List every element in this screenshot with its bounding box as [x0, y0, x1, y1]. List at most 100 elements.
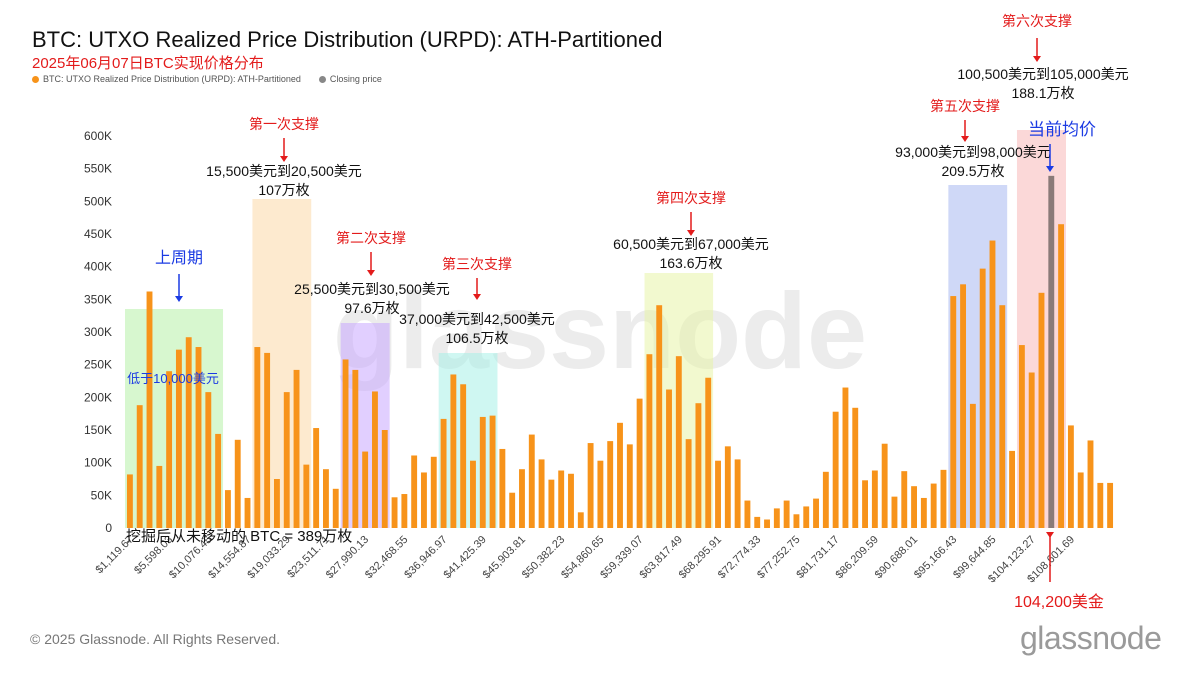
bar[interactable] — [1009, 450, 1016, 528]
bar[interactable] — [528, 434, 535, 528]
bar[interactable] — [519, 469, 525, 528]
bar[interactable] — [362, 451, 369, 528]
bar[interactable] — [1087, 440, 1094, 528]
bar[interactable] — [862, 480, 868, 528]
bar[interactable] — [1107, 482, 1114, 528]
bar[interactable] — [244, 497, 251, 528]
bar[interactable] — [215, 433, 222, 528]
bar[interactable] — [734, 459, 741, 528]
bar[interactable] — [450, 374, 457, 528]
bar[interactable] — [254, 347, 261, 528]
bar[interactable] — [969, 403, 976, 528]
bar[interactable] — [264, 352, 271, 528]
bar[interactable] — [666, 389, 672, 528]
bar[interactable] — [479, 416, 486, 528]
bar[interactable] — [764, 519, 770, 528]
bar[interactable] — [470, 460, 476, 528]
bar[interactable] — [538, 459, 545, 528]
bar[interactable] — [568, 473, 574, 528]
bar[interactable] — [656, 305, 663, 528]
bar[interactable] — [930, 483, 937, 528]
bar[interactable] — [283, 392, 290, 528]
bar[interactable] — [332, 488, 339, 528]
legend-item-closing-price[interactable]: Closing price — [318, 74, 382, 84]
bar[interactable] — [822, 471, 829, 528]
bar[interactable] — [960, 284, 967, 528]
bar[interactable] — [1028, 372, 1035, 528]
bar[interactable] — [234, 439, 241, 528]
bar[interactable] — [1018, 345, 1025, 528]
bar[interactable] — [1097, 482, 1104, 528]
bar[interactable] — [372, 391, 378, 528]
bar[interactable] — [303, 464, 310, 528]
bar[interactable] — [803, 506, 810, 528]
bar[interactable] — [313, 428, 320, 528]
bar[interactable] — [695, 403, 702, 528]
bar[interactable] — [509, 492, 516, 528]
bar[interactable] — [852, 407, 859, 528]
bar[interactable] — [783, 500, 790, 528]
bar[interactable] — [891, 496, 898, 528]
bar[interactable] — [146, 291, 153, 528]
bar[interactable] — [352, 369, 359, 528]
bar[interactable] — [489, 415, 496, 528]
bar[interactable] — [950, 296, 957, 528]
bar[interactable] — [842, 387, 849, 528]
bar[interactable] — [205, 392, 212, 528]
bar[interactable] — [881, 443, 888, 528]
bar[interactable] — [1058, 224, 1065, 528]
bar[interactable] — [675, 356, 682, 528]
bar[interactable] — [1067, 425, 1074, 528]
bar[interactable] — [705, 377, 712, 528]
bar[interactable] — [646, 354, 653, 528]
bar[interactable] — [607, 441, 614, 528]
bar[interactable] — [401, 494, 408, 528]
bar[interactable] — [136, 405, 143, 528]
bar[interactable] — [1038, 292, 1045, 528]
bar[interactable] — [979, 268, 986, 528]
bar[interactable] — [715, 460, 721, 528]
bar[interactable] — [832, 411, 839, 528]
bar[interactable] — [460, 384, 467, 528]
legend-item-urpd[interactable]: BTC: UTXO Realized Price Distribution (U… — [32, 74, 301, 84]
bar[interactable] — [558, 470, 565, 528]
bar[interactable] — [421, 472, 427, 528]
bar[interactable] — [175, 349, 182, 528]
bar[interactable] — [577, 512, 584, 528]
bar[interactable] — [323, 469, 329, 528]
bar[interactable] — [273, 479, 280, 528]
bar[interactable] — [1077, 472, 1084, 528]
bar[interactable] — [430, 456, 437, 528]
bar[interactable] — [440, 418, 447, 528]
bar[interactable] — [685, 439, 692, 528]
bar[interactable] — [754, 516, 761, 528]
bar[interactable] — [156, 465, 163, 528]
bar[interactable] — [920, 497, 927, 528]
bar[interactable] — [793, 514, 800, 528]
bar[interactable] — [744, 500, 751, 528]
bar[interactable] — [989, 240, 996, 529]
bar[interactable] — [166, 371, 173, 528]
bar[interactable] — [773, 508, 780, 528]
bar[interactable] — [911, 486, 917, 528]
bar[interactable] — [185, 337, 192, 528]
bar[interactable] — [901, 471, 908, 528]
bar[interactable] — [871, 470, 878, 528]
bar[interactable] — [224, 490, 231, 528]
bar[interactable] — [126, 474, 133, 528]
bar[interactable] — [724, 446, 731, 528]
bar[interactable] — [636, 398, 643, 528]
bar[interactable] — [626, 444, 633, 528]
bar[interactable] — [293, 369, 300, 528]
closing-price-bar[interactable] — [1048, 175, 1055, 528]
bar[interactable] — [940, 469, 947, 528]
bar[interactable] — [391, 497, 398, 528]
bar[interactable] — [587, 443, 594, 528]
bar[interactable] — [548, 479, 555, 528]
bar[interactable] — [381, 430, 388, 528]
bar[interactable] — [195, 347, 202, 528]
bar[interactable] — [999, 305, 1006, 528]
bar[interactable] — [342, 359, 349, 528]
bar[interactable] — [617, 422, 623, 528]
bar[interactable] — [499, 448, 506, 528]
